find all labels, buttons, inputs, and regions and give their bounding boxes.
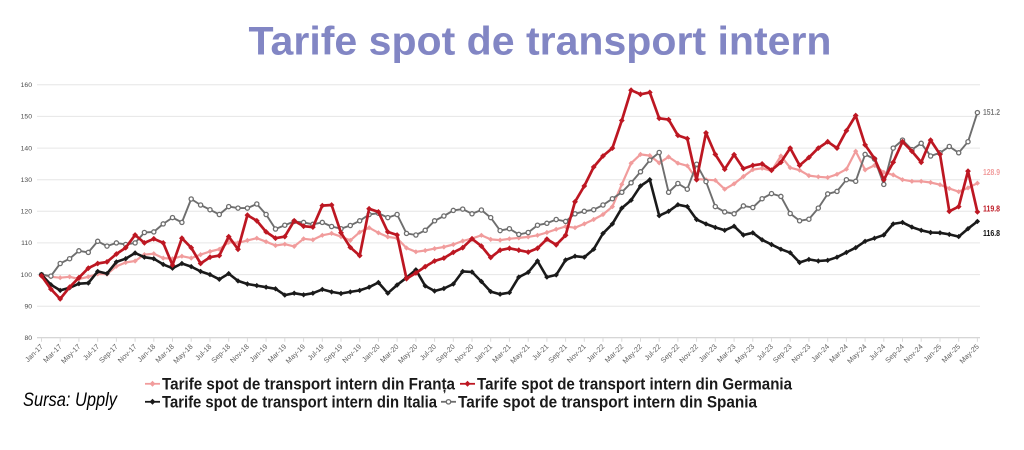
svg-text:80: 80 xyxy=(24,335,32,342)
svg-text:110: 110 xyxy=(21,240,32,247)
svg-text:Tarife spot de transport inter: Tarife spot de transport intern din Germ… xyxy=(477,376,793,394)
svg-text:Tarife spot de transport inter: Tarife spot de transport intern din Span… xyxy=(458,394,758,412)
svg-text:128.9: 128.9 xyxy=(983,168,1000,177)
svg-text:116.8: 116.8 xyxy=(983,229,1000,238)
svg-text:90: 90 xyxy=(24,304,32,311)
svg-text:120: 120 xyxy=(21,209,33,216)
svg-text:150: 150 xyxy=(21,114,33,121)
svg-text:119.8: 119.8 xyxy=(983,205,1000,214)
svg-text:151.2: 151.2 xyxy=(983,108,1000,117)
svg-text:160: 160 xyxy=(21,82,33,89)
svg-text:130: 130 xyxy=(21,177,33,184)
svg-text:Tarife spot de transport inter: Tarife spot de transport intern din Ital… xyxy=(162,394,438,412)
svg-text:140: 140 xyxy=(21,145,33,152)
svg-text:Tarife spot de transport inter: Tarife spot de transport intern din Fran… xyxy=(162,376,456,394)
svg-text:100: 100 xyxy=(21,272,33,279)
svg-text:Sursa: Upply: Sursa: Upply xyxy=(23,389,118,411)
svg-text:Tarife spot de transport inter: Tarife spot de transport intern xyxy=(249,20,832,64)
